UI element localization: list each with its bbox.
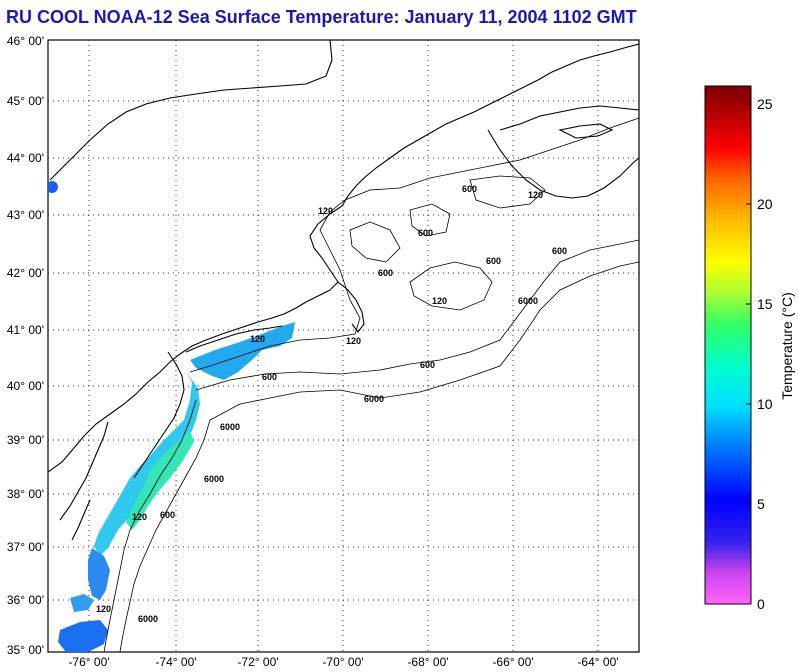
lat-label: 36° 00' [7,593,44,607]
lat-label: 41° 00' [7,323,44,337]
contour-label: 120 [346,336,361,346]
coast-us-east [48,43,639,473]
contour-label: 600 [486,256,501,266]
contour-label: 120 [132,512,147,522]
lon-label: -68° 00' [407,655,448,669]
lon-label: -70° 00' [322,655,363,669]
colorbar-tick-label: 25 [757,96,773,112]
contour-label: 6000 [364,394,384,404]
lon-label: -76° 00' [68,655,109,669]
latitude-labels: 46° 00' 45° 00' 44° 00' 43° 00' 42° 00' … [7,34,44,657]
colorbar-tick-label: 10 [757,396,773,412]
contour-label: 6000 [138,614,158,624]
colorbar-label: Temperature (°C) [779,292,795,400]
bathymetry-contours [103,117,639,652]
lat-label: 45° 00' [7,94,44,108]
contour-label: 6000 [518,296,538,306]
coast-long-island [185,325,283,353]
sst-patch-south-2 [70,594,94,612]
lat-label: 37° 00' [7,540,44,554]
coast-nova-scotia [487,129,639,199]
lat-label: 42° 00' [7,266,44,280]
contour-label: 600 [160,510,175,520]
coast-nova-scotia-north [499,105,639,131]
contour-label: 600 [418,228,433,238]
coast-cape-cod [337,281,365,333]
contour-label: 600 [462,184,477,194]
graticule [48,40,639,652]
lon-label: -64° 00' [577,655,618,669]
contour-label: 6000 [204,474,224,484]
figure-title: RU COOL NOAA-12 Sea Surface Temperature:… [6,7,637,27]
contour-label: 600 [262,372,277,382]
coast-delmarva [133,351,185,479]
lat-label: 46° 00' [7,34,44,48]
sst-patch-southern-new-england [190,322,295,380]
colorbar: 25 20 15 10 5 0 Temperature (°C) [704,85,795,612]
lat-label: 43° 00' [7,208,44,222]
contour-120 [189,117,639,373]
contour-label: 600 [552,246,567,256]
scotian-shelf-contour [469,175,546,209]
sst-patch-nova-scotia [48,181,58,193]
colorbar-tick-label: 0 [757,596,765,612]
gulf-of-maine-contour-2 [409,203,451,237]
georges-bank-contour [409,261,493,311]
contour-600 [195,239,639,391]
colorbar-ticks [746,103,751,605]
contour-label: 120 [528,190,543,200]
lat-label: 44° 00' [7,151,44,165]
longitude-labels: -76° 00' -74° 00' -72° 00' -70° 00' -68°… [68,655,618,669]
colorbar-gradient [704,85,752,605]
lat-label: 40° 00' [7,379,44,393]
coast-north-border [49,40,333,181]
contour-6000 [209,261,639,421]
lat-label: 39° 00' [7,433,44,447]
coast-chesapeake [59,421,109,541]
coast-pei [558,123,614,139]
contour-label: 600 [420,360,435,370]
contour-label: 120 [318,206,333,216]
sst-patch-nj-shelf [94,372,200,556]
contour-label: 120 [250,334,265,344]
sst-patch-south [58,620,108,652]
contour-label: 120 [96,604,111,614]
contour-label: 600 [378,268,393,278]
lon-label: -72° 00' [237,655,278,669]
lon-label: -66° 00' [492,655,533,669]
colorbar-tick-label: 20 [757,196,773,212]
colorbar-tick-label: 15 [757,296,773,312]
gulf-of-maine-contour [349,221,401,263]
colorbar-tick-label: 5 [757,496,765,512]
contour-label: 6000 [220,422,240,432]
lat-label: 35° 00' [7,643,44,657]
lat-label: 38° 00' [7,487,44,501]
contour-600-south [103,399,197,652]
coastline [48,40,639,541]
contour-label: 120 [432,296,447,306]
lon-label: -74° 00' [155,655,196,669]
contour-label-group: 120 600 6000 600 6000 600 120 600 120 60… [96,184,567,624]
sst-patch-hatteras [88,548,110,600]
contour-6000-south [119,419,211,652]
